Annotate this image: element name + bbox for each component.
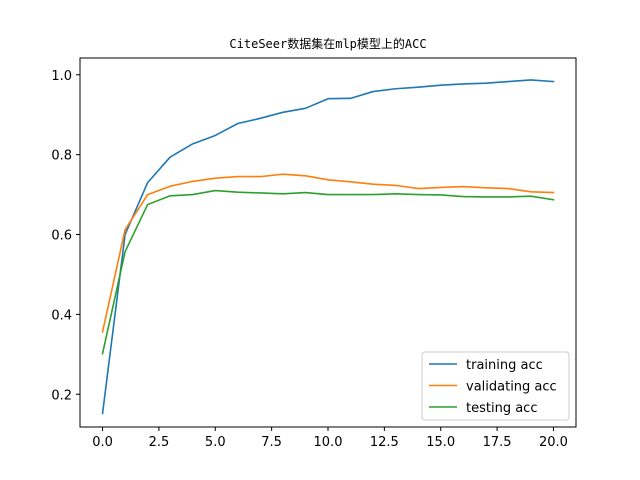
x-tick-label: 10.0 bbox=[314, 435, 343, 450]
x-tick-label: 2.5 bbox=[149, 435, 170, 450]
y-tick-label: 0.4 bbox=[51, 308, 72, 323]
y-axis-ticks: 0.2 0.4 0.6 0.8 1.0 bbox=[51, 69, 80, 403]
legend-label-1: validating acc bbox=[466, 380, 557, 395]
x-tick-label: 7.5 bbox=[261, 435, 282, 450]
x-tick-label: 12.5 bbox=[370, 435, 399, 450]
x-tick-label: 5.0 bbox=[205, 435, 226, 450]
legend-box bbox=[421, 351, 570, 421]
series-line-0 bbox=[101, 79, 555, 415]
x-axis-ticks: 0.0 2.5 5.0 7.5 10.0 12.5 15.0 17.5 20.0 bbox=[92, 427, 568, 450]
y-tick-label: 1.0 bbox=[51, 69, 72, 84]
y-tick-label: 0.6 bbox=[51, 229, 72, 244]
legend-label-0: training acc bbox=[466, 358, 543, 373]
x-tick-label: 17.5 bbox=[483, 435, 512, 450]
series-line-1 bbox=[101, 173, 555, 333]
plot-lines bbox=[101, 79, 555, 415]
x-tick-label: 0.0 bbox=[92, 435, 113, 450]
chart-title: CiteSeer数据集在mlp模型上的ACC bbox=[229, 36, 426, 51]
y-tick-label: 0.2 bbox=[51, 388, 72, 403]
y-tick-label: 0.8 bbox=[51, 149, 72, 164]
x-tick-label: 20.0 bbox=[539, 435, 568, 450]
legend: training acc validating acc testing acc bbox=[421, 351, 570, 421]
series-line-2 bbox=[101, 189, 555, 355]
x-tick-label: 15.0 bbox=[426, 435, 455, 450]
legend-label-2: testing acc bbox=[466, 401, 537, 416]
